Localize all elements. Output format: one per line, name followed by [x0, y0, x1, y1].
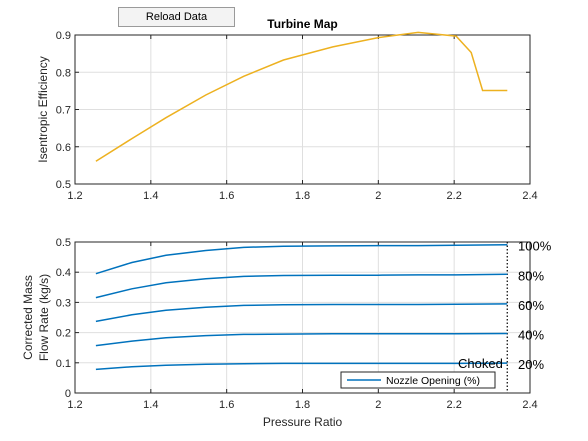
y-axis-label-line-1: Corrected Mass: [21, 275, 35, 360]
nozzle-opening-label: 20%: [518, 357, 544, 372]
y-tick-label: 0.8: [56, 67, 71, 79]
x-tick-label: 1.4: [143, 399, 158, 411]
x-tick-label: 2.2: [447, 399, 462, 411]
y-tick-label: 0.6: [56, 142, 71, 154]
x-tick-label: 1.8: [295, 399, 310, 411]
flow-series-line: [95, 273, 508, 299]
choked-annotation: Choked: [458, 356, 503, 371]
efficiency-series-line: [95, 31, 508, 162]
x-axis-label: Pressure Ratio: [263, 415, 343, 429]
flow-series-line: [95, 332, 508, 347]
y-tick-label: 0.5: [56, 179, 71, 191]
x-tick-label: 2: [375, 190, 381, 202]
flow-rate-axes: 1.2 1.4 1.6 1.8 2 2.2 2.4 0 0.1 0.2 0.3 0.4 0.5 Press…: [21, 237, 552, 429]
x-tick-label: 2.4: [522, 190, 537, 202]
x-tick-label: 1.6: [219, 399, 234, 411]
x-tick-label: 1.6: [219, 190, 234, 202]
nozzle-opening-label: 100%: [518, 239, 552, 254]
legend-entry: Nozzle Opening (%): [386, 375, 480, 387]
y-tick-label: 0.3: [56, 297, 71, 309]
x-tick-label: 2.4: [522, 399, 537, 411]
y-axis-label: Isentropic Efficiency: [36, 56, 50, 163]
y-tick-label: 0: [65, 388, 71, 400]
nozzle-opening-label: 60%: [518, 298, 544, 313]
chart-title: Turbine Map: [267, 17, 337, 31]
efficiency-axes: 1.2 1.4 1.6 1.8 2 2.2 2.4 0.5 0.6 0.7 0.8 0.9 Turbin…: [36, 17, 538, 202]
nozzle-opening-label: 80%: [518, 268, 544, 283]
y-axis-label-line-2: Flow Rate (kg/s): [37, 274, 51, 361]
x-tick-label: 2: [375, 399, 381, 411]
y-tick-label: 0.7: [56, 105, 71, 117]
x-tick-label: 1.2: [67, 399, 82, 411]
x-tick-label: 1.4: [143, 190, 158, 202]
flow-series-line: [95, 243, 508, 275]
reload-data-button[interactable]: Reload Data: [118, 7, 235, 27]
y-tick-label: 0.5: [56, 237, 71, 249]
y-tick-label: 0.2: [56, 328, 71, 340]
x-tick-label: 1.8: [295, 190, 310, 202]
y-tick-label: 0.4: [56, 267, 71, 279]
x-tick-label: 2.2: [447, 190, 462, 202]
y-tick-label: 0.1: [56, 358, 71, 370]
x-tick-label: 1.2: [67, 190, 82, 202]
legend-box: [340, 371, 496, 389]
y-tick-label: 0.9: [56, 30, 71, 42]
flow-series-line: [95, 362, 508, 371]
nozzle-opening-label: 40%: [518, 328, 544, 343]
flow-series-line: [95, 303, 508, 323]
